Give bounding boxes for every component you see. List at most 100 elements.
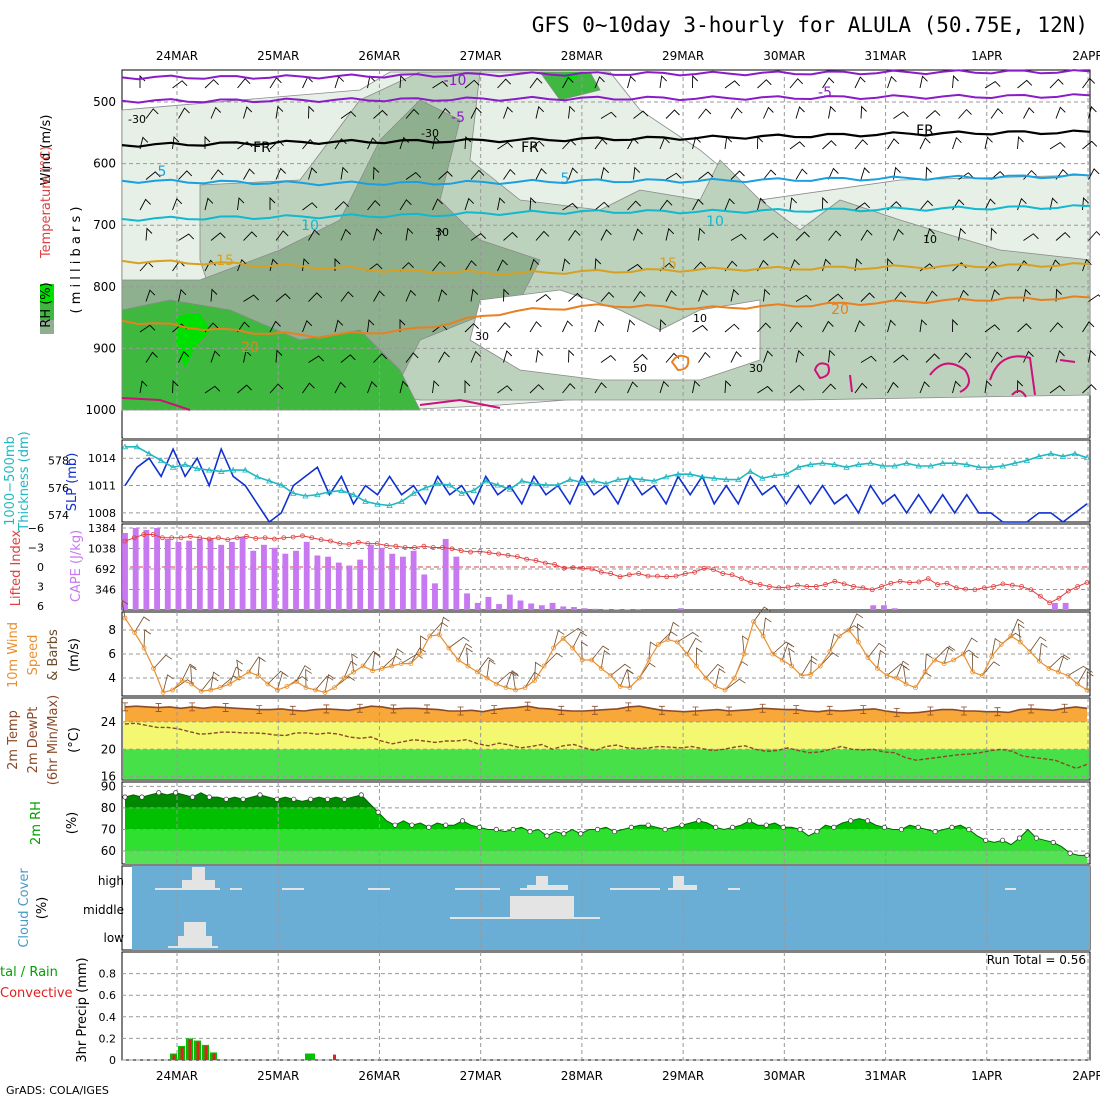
wind-barb <box>367 137 378 150</box>
cape-bar <box>474 602 481 610</box>
wind-point <box>760 633 766 639</box>
thickness-point <box>939 459 946 466</box>
wind-barb <box>405 227 414 241</box>
wind-barb <box>860 355 877 363</box>
wind-barb <box>405 352 419 363</box>
li-point <box>1028 587 1034 593</box>
rh-point <box>476 824 482 830</box>
wind10-barb <box>1029 636 1047 652</box>
cape-tick-label: 1038 <box>88 543 116 556</box>
li-point <box>253 536 259 541</box>
wind-barb <box>535 168 547 180</box>
li-tick-label: 3 <box>37 581 44 594</box>
wind-barb <box>600 166 610 180</box>
wind-barb <box>594 76 605 89</box>
wind-barb <box>893 291 907 302</box>
li-point <box>682 571 688 576</box>
wind-barb <box>795 231 810 241</box>
thickness-point <box>747 468 754 474</box>
li-point <box>1075 584 1081 589</box>
wind-barb <box>789 321 803 333</box>
isotherm-20 <box>121 295 1091 339</box>
wind10-barb <box>200 676 219 692</box>
wind-barb <box>172 136 180 150</box>
wind-barb <box>503 231 518 241</box>
wind-barb <box>763 350 773 363</box>
thickness-point <box>819 459 826 466</box>
wind-point <box>951 657 957 663</box>
li-point <box>636 571 642 576</box>
wind-barb <box>984 81 1001 89</box>
li-point <box>449 546 455 552</box>
date-label-top: 1APR <box>971 49 1002 63</box>
wind-barb <box>535 294 552 302</box>
thickness-point <box>386 502 393 508</box>
cape-bar <box>1062 602 1069 610</box>
wind10-barb <box>486 659 496 679</box>
rh-point <box>595 826 601 833</box>
thickness-point <box>193 465 201 472</box>
rh-contour-label: 10 <box>923 233 937 246</box>
wind-barb <box>698 227 706 241</box>
li-tick-label: 0 <box>37 561 44 574</box>
wind-barb <box>145 289 156 302</box>
wind-point <box>208 687 214 693</box>
upper-panel-labels: Wind (m/s) Temperature (°C) RH (%) ( m i… <box>39 115 84 328</box>
li-point <box>757 582 763 587</box>
wind-barb <box>698 108 712 119</box>
rh-point <box>358 792 364 798</box>
wind-point <box>274 687 280 693</box>
temp-errorbar <box>222 703 229 712</box>
wind-barb <box>529 321 542 333</box>
isotherm-25 <box>121 397 191 411</box>
footer-credit: GrADS: COLA/IGES <box>6 1084 109 1097</box>
contour-label: FR <box>916 123 934 139</box>
thickness-panel-frame <box>121 439 1091 523</box>
wind10-barb <box>448 636 470 649</box>
rh-point <box>426 824 432 830</box>
temp-errorbar <box>122 702 128 712</box>
temp-errorbar <box>726 706 733 716</box>
wind10-label-3: & Barbs <box>46 629 61 681</box>
wind10-barb <box>686 637 702 655</box>
li-point <box>187 534 193 539</box>
wind-point <box>475 669 480 675</box>
rh2m-units: (%) <box>65 812 80 835</box>
li-point <box>916 579 922 585</box>
wind-point <box>522 685 528 690</box>
thickness-point <box>975 464 982 470</box>
cape-bar <box>303 541 310 610</box>
rh-point <box>561 831 567 837</box>
thickness-point <box>482 477 489 484</box>
thickness-point <box>362 498 369 504</box>
wind-point <box>341 675 347 681</box>
rh-point <box>730 824 736 830</box>
wind-point <box>722 687 728 693</box>
wind-barb <box>789 384 805 394</box>
cape-bar <box>571 607 577 610</box>
li-point <box>458 548 464 554</box>
wind-barb <box>399 380 409 394</box>
thickness-point <box>879 462 886 469</box>
thickness-point <box>470 487 477 493</box>
li-point <box>561 565 567 571</box>
wind10-barb <box>981 661 1001 676</box>
wind10-barb <box>1017 623 1025 643</box>
wind-barb <box>373 109 388 119</box>
wind-point <box>294 679 299 684</box>
li-point <box>673 573 679 579</box>
wind-barb <box>562 258 571 272</box>
rh-point <box>375 809 381 815</box>
wind-barb <box>432 198 443 211</box>
rh-point <box>223 796 229 802</box>
thickness-point <box>1035 453 1043 459</box>
rh-tick-label: 60 <box>101 844 116 858</box>
rh-point <box>156 790 162 796</box>
wind10-barb <box>924 653 933 673</box>
wind-barb <box>470 233 487 241</box>
contour-label: 20 <box>831 302 849 318</box>
wind-point <box>875 666 880 671</box>
wind-point <box>170 687 176 693</box>
li-point <box>748 580 754 585</box>
wind-barb <box>497 78 512 89</box>
